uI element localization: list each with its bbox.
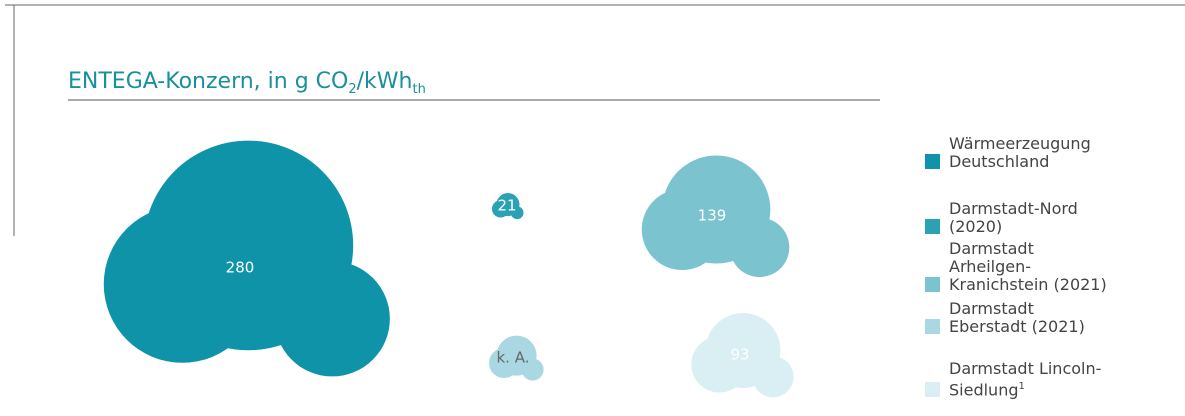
cloud-bubble [691, 313, 794, 398]
footnote-mark: 1 [1018, 381, 1025, 392]
legend-item: Darmstadt Eberstadt (2021) [925, 300, 1114, 336]
legend-swatch [925, 319, 940, 334]
cloud-lobe [729, 217, 790, 278]
cloud-bubble [641, 155, 790, 278]
cloud-placeholder [489, 335, 544, 381]
cloud-bubble [103, 140, 390, 377]
legend-item: Darmstadt-Nord (2020) [925, 200, 1114, 236]
cloud-lobe [510, 206, 524, 220]
title-sub: 2 [348, 82, 356, 97]
cloud-lobe [752, 356, 794, 398]
legend-label: Darmstadt Lincoln-Siedlung [949, 359, 1102, 400]
value-label: 21 [497, 197, 516, 215]
title-part: /kWh [357, 69, 413, 94]
cloud-lobe [521, 358, 544, 381]
title-part: ENTEGA-Konzern, in g CO [68, 69, 348, 94]
legend-item: Darmstadt Arheilgen-Kranichstein (2021) [925, 240, 1114, 294]
legend-item: Darmstadt Lincoln-Siedlung1 [925, 359, 1114, 400]
cloud-lobe [274, 261, 390, 377]
legend-label: Darmstadt Arheilgen-Kranichstein (2021) [949, 239, 1107, 294]
legend-item: Wärmeerzeugung Deutschland [925, 135, 1114, 171]
legend-swatch [925, 154, 940, 169]
legend-label: Darmstadt-Nord (2020) [949, 199, 1078, 236]
title-sub: th [412, 82, 425, 97]
value-label: 93 [730, 346, 749, 364]
cloud-bubble [491, 193, 524, 220]
value-label: 139 [698, 207, 727, 225]
legend-swatch [925, 382, 940, 398]
value-label: k. A. [497, 349, 530, 367]
legend-swatch [925, 219, 940, 234]
chart-title: ENTEGA-Konzern, in g CO2/kWhth [68, 69, 426, 97]
legend-label: Wärmeerzeugung Deutschland [949, 134, 1091, 171]
value-label: 280 [226, 259, 255, 277]
legend-swatch [925, 277, 940, 292]
legend-label: Darmstadt Eberstadt (2021) [949, 299, 1085, 336]
